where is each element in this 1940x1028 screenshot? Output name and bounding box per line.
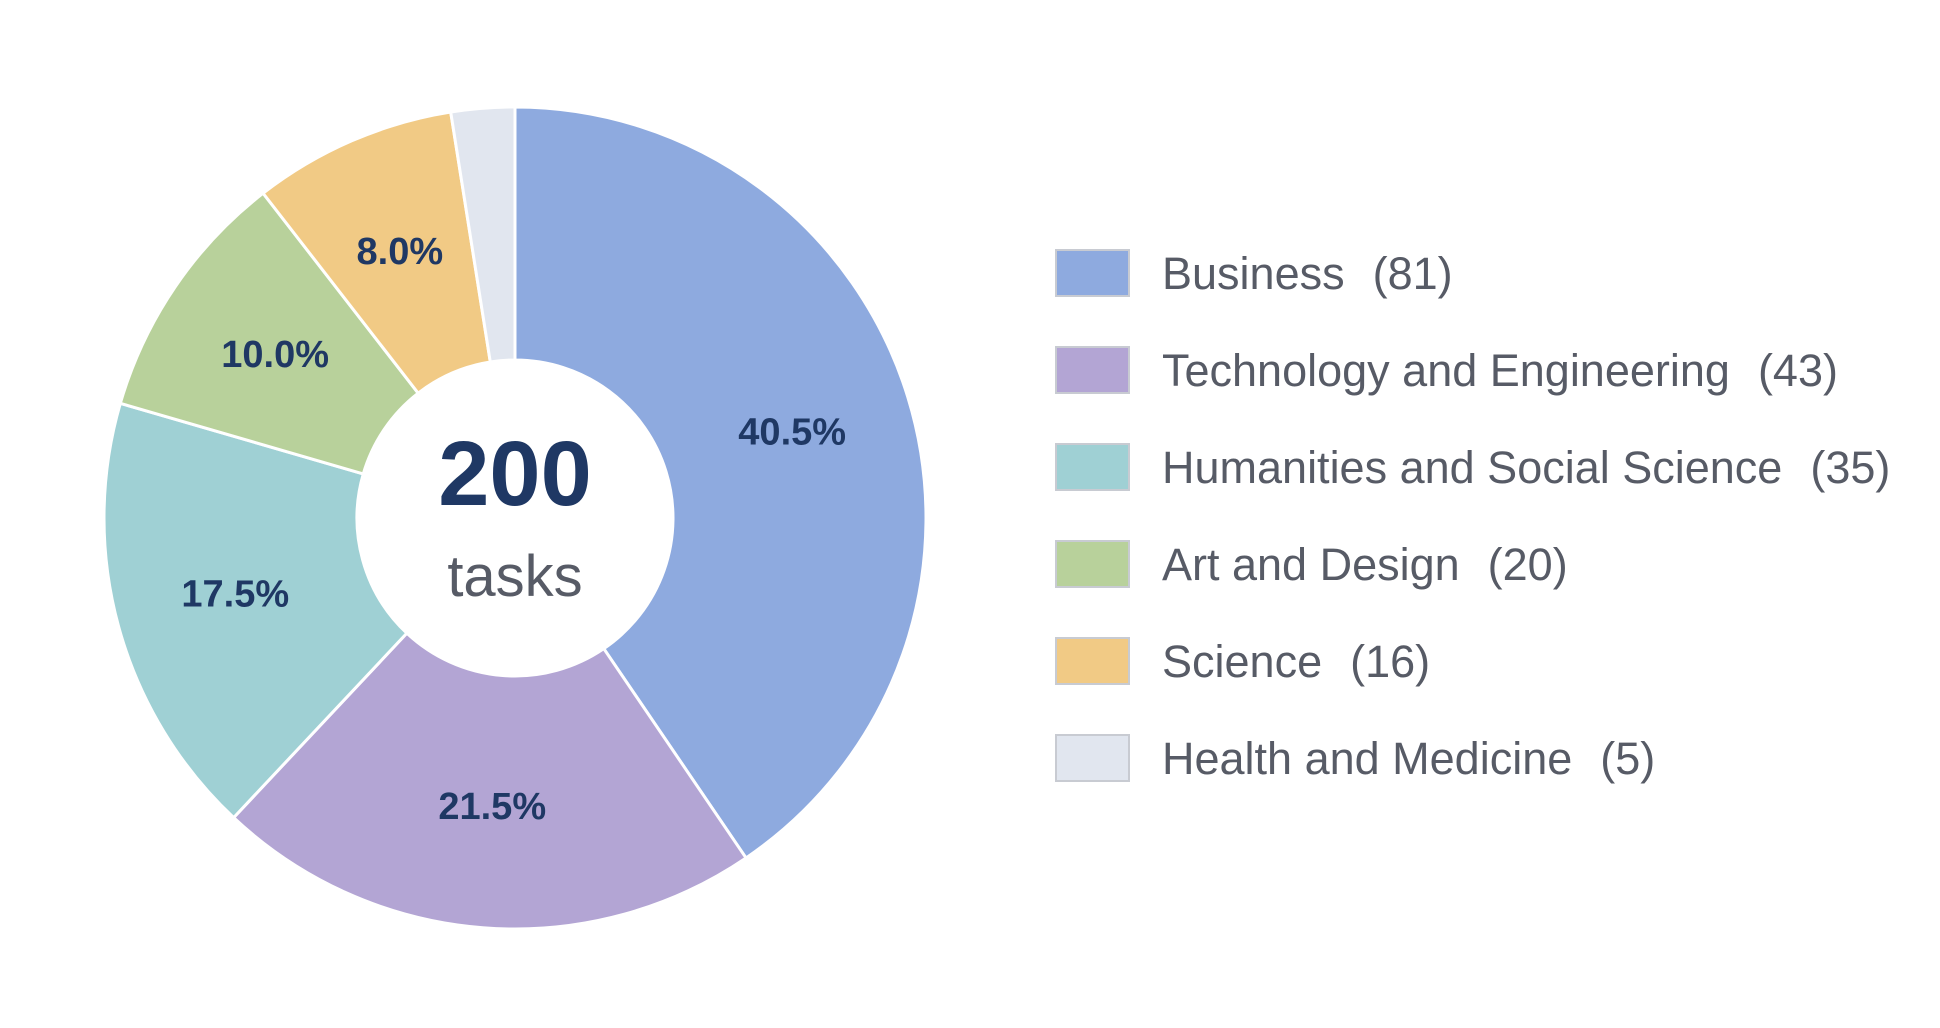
legend-label-text: Science — [1162, 636, 1322, 687]
legend-count-text: (5) — [1600, 733, 1655, 784]
legend-count-text: (43) — [1758, 345, 1838, 396]
legend-label-business: Business (81) — [1162, 248, 1453, 299]
legend-swatch-humanities-and-social-science — [1055, 443, 1130, 491]
center-total: 200 — [438, 423, 592, 525]
legend-label-technology-and-engineering: Technology and Engineering (43) — [1162, 345, 1838, 396]
slice-label-art-and-design: 10.0% — [221, 334, 329, 376]
slice-label-science: 8.0% — [357, 231, 444, 273]
slice-health-and-medicine — [448, 105, 517, 364]
slice-label-business: 40.5% — [738, 412, 846, 454]
legend-item-technology-and-engineering: Technology and Engineering (43) — [1055, 345, 1838, 396]
legend-swatch-art-and-design — [1055, 540, 1130, 588]
center-unit: tasks — [447, 544, 582, 609]
legend-item-business: Business (81) — [1055, 248, 1453, 299]
slice-humanities-and-social-science — [102, 401, 409, 820]
legend-label-text: Humanities and Social Science — [1162, 442, 1782, 493]
legend-label-text: Health and Medicine — [1162, 733, 1572, 784]
legend-swatch-technology-and-engineering — [1055, 346, 1130, 394]
legend-label-humanities-and-social-science: Humanities and Social Science (35) — [1162, 442, 1890, 493]
slice-art-and-design — [118, 191, 421, 476]
legend-count-text: (20) — [1488, 539, 1568, 590]
legend-count-text: (81) — [1373, 248, 1453, 299]
donut-slice-labels: 40.5% 21.5% 17.5% 10.0% 8.0% — [181, 231, 846, 828]
legend-label-art-and-design: Art and Design (20) — [1162, 539, 1568, 590]
legend-swatch-science — [1055, 637, 1130, 685]
legend-item-science: Science (16) — [1055, 636, 1430, 687]
donut-slices — [102, 105, 928, 931]
legend-label-health-and-medicine: Health and Medicine (5) — [1162, 733, 1655, 784]
slice-label-technology-and-engineering: 21.5% — [438, 786, 546, 828]
legend-count-text: (35) — [1810, 442, 1890, 493]
slice-technology-and-engineering — [231, 631, 749, 931]
legend-label-science: Science (16) — [1162, 636, 1430, 687]
legend-swatch-business — [1055, 249, 1130, 297]
legend: Business (81) Technology and Engineering (4… — [1055, 248, 1890, 784]
legend-label-text: Technology and Engineering — [1162, 345, 1730, 396]
legend-label-text: Business — [1162, 248, 1345, 299]
legend-item-art-and-design: Art and Design (20) — [1055, 539, 1568, 590]
legend-item-health-and-medicine: Health and Medicine (5) — [1055, 733, 1655, 784]
legend-label-text: Art and Design — [1162, 539, 1460, 590]
slice-science — [260, 110, 492, 396]
slice-business — [513, 105, 928, 861]
slice-label-humanities-and-social-science: 17.5% — [181, 574, 289, 616]
legend-swatch-health-and-medicine — [1055, 734, 1130, 782]
legend-item-humanities-and-social-science: Humanities and Social Science (35) — [1055, 442, 1890, 493]
legend-count-text: (16) — [1350, 636, 1430, 687]
donut-center: 200 tasks — [438, 423, 592, 609]
